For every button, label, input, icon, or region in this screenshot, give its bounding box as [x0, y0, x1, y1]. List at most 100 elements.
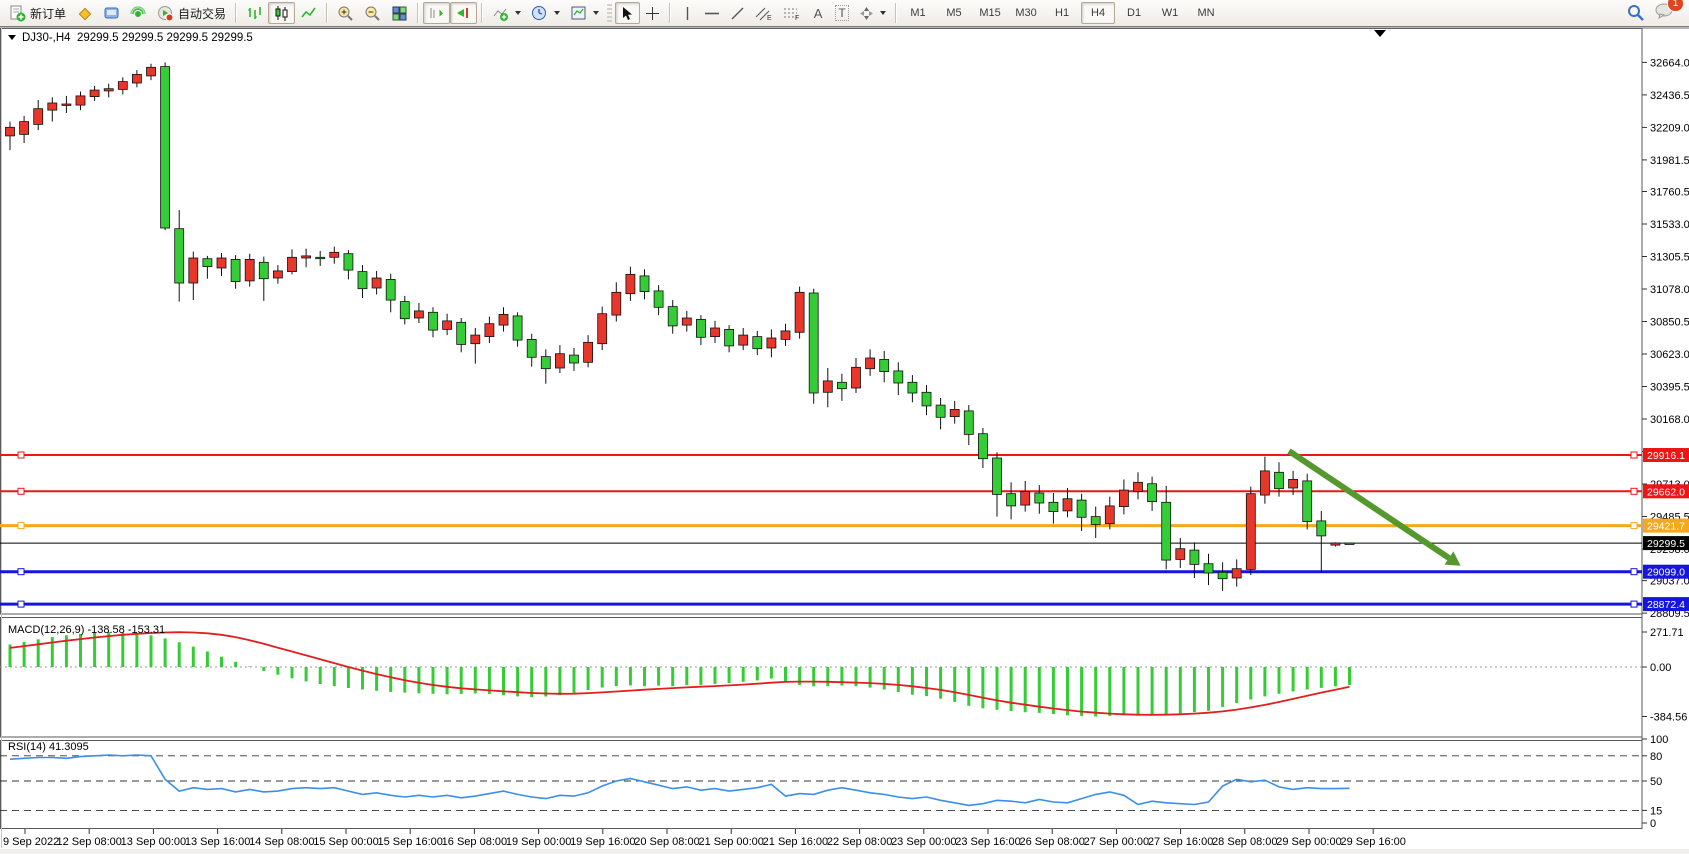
- arrows-tool-icon: [860, 6, 874, 20]
- signals-button[interactable]: [125, 2, 152, 24]
- svg-text:29099.0: 29099.0: [1647, 567, 1685, 579]
- clock-icon: [532, 5, 547, 20]
- toolbar: 新订单 自动交易: [0, 0, 1689, 27]
- svg-text:29421.7: 29421.7: [1647, 521, 1685, 533]
- toolbar-grip[interactable]: [607, 4, 613, 22]
- text-button[interactable]: A: [806, 2, 830, 24]
- svg-text:DJ30-,H4 29299.5 29299.5 2929: DJ30-,H4 29299.5 29299.5 29299.5 29299.5: [22, 32, 253, 44]
- data-window-button[interactable]: [71, 2, 98, 24]
- vertical-line-button[interactable]: [675, 2, 699, 24]
- dropdown-caret-icon: [593, 11, 600, 15]
- toolbar-separator: [326, 3, 329, 23]
- fibonacci-icon: F: [784, 8, 799, 21]
- autotrading-button[interactable]: 自动交易: [152, 2, 231, 24]
- svg-text:31305.5: 31305.5: [1650, 252, 1689, 264]
- bar-chart-button[interactable]: [241, 2, 268, 24]
- toolbar-separator: [417, 3, 420, 23]
- svg-text:13 Sep 16:00: 13 Sep 16:00: [185, 836, 250, 848]
- tf-h1-button[interactable]: H1: [1055, 7, 1070, 19]
- horizontal-line-button[interactable]: [699, 2, 725, 24]
- svg-text:29 Sep 16:00: 29 Sep 16:00: [1340, 836, 1405, 848]
- svg-text:RSI(14) 41.3095: RSI(14) 41.3095: [8, 741, 89, 753]
- trendline-icon: [731, 7, 744, 19]
- diamond-icon: [78, 7, 92, 20]
- zoom-out-icon: [365, 6, 380, 21]
- svg-text:MACD(12,26,9) -138.58 -153.31: MACD(12,26,9) -138.58 -153.31: [8, 624, 165, 636]
- label-tool-label: T: [835, 5, 849, 21]
- toolbar-separator: [669, 3, 672, 23]
- crosshair-button[interactable]: [640, 2, 665, 24]
- search-icon[interactable]: [1627, 4, 1645, 22]
- text-tool-label: A: [813, 5, 823, 21]
- svg-text:29662.0: 29662.0: [1647, 486, 1685, 498]
- svg-text:15 Sep 00:00: 15 Sep 00:00: [313, 836, 378, 848]
- market-watch-button[interactable]: [98, 2, 125, 24]
- fibonacci-button[interactable]: F: [778, 2, 806, 24]
- arrows-button[interactable]: [854, 2, 891, 24]
- svg-text:31981.5: 31981.5: [1650, 155, 1689, 167]
- periods-button[interactable]: [526, 2, 565, 24]
- svg-text:271.71: 271.71: [1650, 627, 1684, 639]
- tf-m1-button[interactable]: M1: [910, 7, 926, 19]
- svg-text:0: 0: [1650, 818, 1656, 830]
- svg-text:26 Sep 08:00: 26 Sep 08:00: [1019, 836, 1084, 848]
- chart-shift-button[interactable]: [450, 2, 478, 24]
- candlestick-chart-button[interactable]: [268, 2, 296, 24]
- monitor-icon: [104, 7, 119, 18]
- notifications-button[interactable]: 1: [1655, 0, 1684, 24]
- svg-text:19 Sep 16:00: 19 Sep 16:00: [570, 836, 635, 848]
- svg-text:9 Sep 2022: 9 Sep 2022: [3, 836, 59, 848]
- autotrading-label: 自动交易: [178, 6, 227, 21]
- svg-text:27 Sep 16:00: 27 Sep 16:00: [1148, 836, 1213, 848]
- svg-text:-384.56: -384.56: [1650, 712, 1687, 724]
- tile-windows-button[interactable]: [386, 2, 413, 24]
- cursor-icon: [623, 6, 633, 20]
- templates-button[interactable]: [565, 2, 604, 24]
- svg-text:30168.0: 30168.0: [1650, 414, 1689, 426]
- candlestick-chart-icon: [275, 5, 288, 21]
- svg-text:21 Sep 00:00: 21 Sep 00:00: [698, 836, 763, 848]
- svg-text:32436.5: 32436.5: [1650, 90, 1689, 102]
- zoom-in-icon: [338, 6, 353, 21]
- indicators-icon: [493, 8, 509, 21]
- bar-chart-icon: [248, 6, 261, 19]
- chart-canvas[interactable]: 32664.0 32436.5 32209.0 31981.5 31760.5 31533…: [0, 27, 1689, 854]
- svg-text:31078.0: 31078.0: [1650, 284, 1689, 296]
- tf-d1-button[interactable]: D1: [1127, 7, 1142, 19]
- tf-m5-button[interactable]: M5: [946, 7, 962, 19]
- svg-text:32664.0: 32664.0: [1650, 57, 1689, 69]
- svg-text:30395.5: 30395.5: [1650, 382, 1689, 394]
- tf-w1-button[interactable]: W1: [1161, 7, 1179, 19]
- svg-text:14 Sep 08:00: 14 Sep 08:00: [249, 836, 314, 848]
- equidistant-channel-button[interactable]: E: [750, 2, 778, 24]
- toolbar-separator: [235, 3, 238, 23]
- toolbar-separator: [895, 3, 898, 23]
- line-chart-icon: [301, 7, 316, 17]
- trendline-button[interactable]: [725, 2, 750, 24]
- cursor-button[interactable]: [615, 2, 641, 24]
- auto-scroll-button[interactable]: [423, 2, 451, 24]
- new-order-button[interactable]: 新订单: [4, 2, 71, 24]
- tf-m30-button[interactable]: M30: [1015, 7, 1037, 19]
- tf-mn-button[interactable]: MN: [1197, 7, 1215, 19]
- tf-h4-button[interactable]: H4: [1081, 2, 1116, 24]
- line-chart-button[interactable]: [295, 2, 322, 24]
- new-order-label: 新订单: [30, 6, 67, 21]
- svg-text:30850.5: 30850.5: [1650, 317, 1689, 329]
- new-order-icon: [10, 5, 26, 21]
- channel-letter: E: [767, 15, 772, 21]
- svg-text:15 Sep 16:00: 15 Sep 16:00: [377, 836, 442, 848]
- dropdown-caret-icon: [515, 11, 522, 15]
- svg-text:0.00: 0.00: [1650, 662, 1671, 674]
- zoom-in-button[interactable]: [332, 2, 359, 24]
- zoom-out-button[interactable]: [359, 2, 386, 24]
- toolbar-right: 1: [1627, 0, 1685, 24]
- indicators-button[interactable]: [487, 2, 526, 24]
- svg-text:21 Sep 16:00: 21 Sep 16:00: [763, 836, 828, 848]
- text-label-button[interactable]: T: [830, 2, 854, 24]
- toolbar-separator: [481, 3, 484, 23]
- tf-m15-button[interactable]: M15: [979, 7, 1001, 19]
- dropdown-caret-icon: [880, 11, 887, 15]
- template-icon: [571, 6, 586, 19]
